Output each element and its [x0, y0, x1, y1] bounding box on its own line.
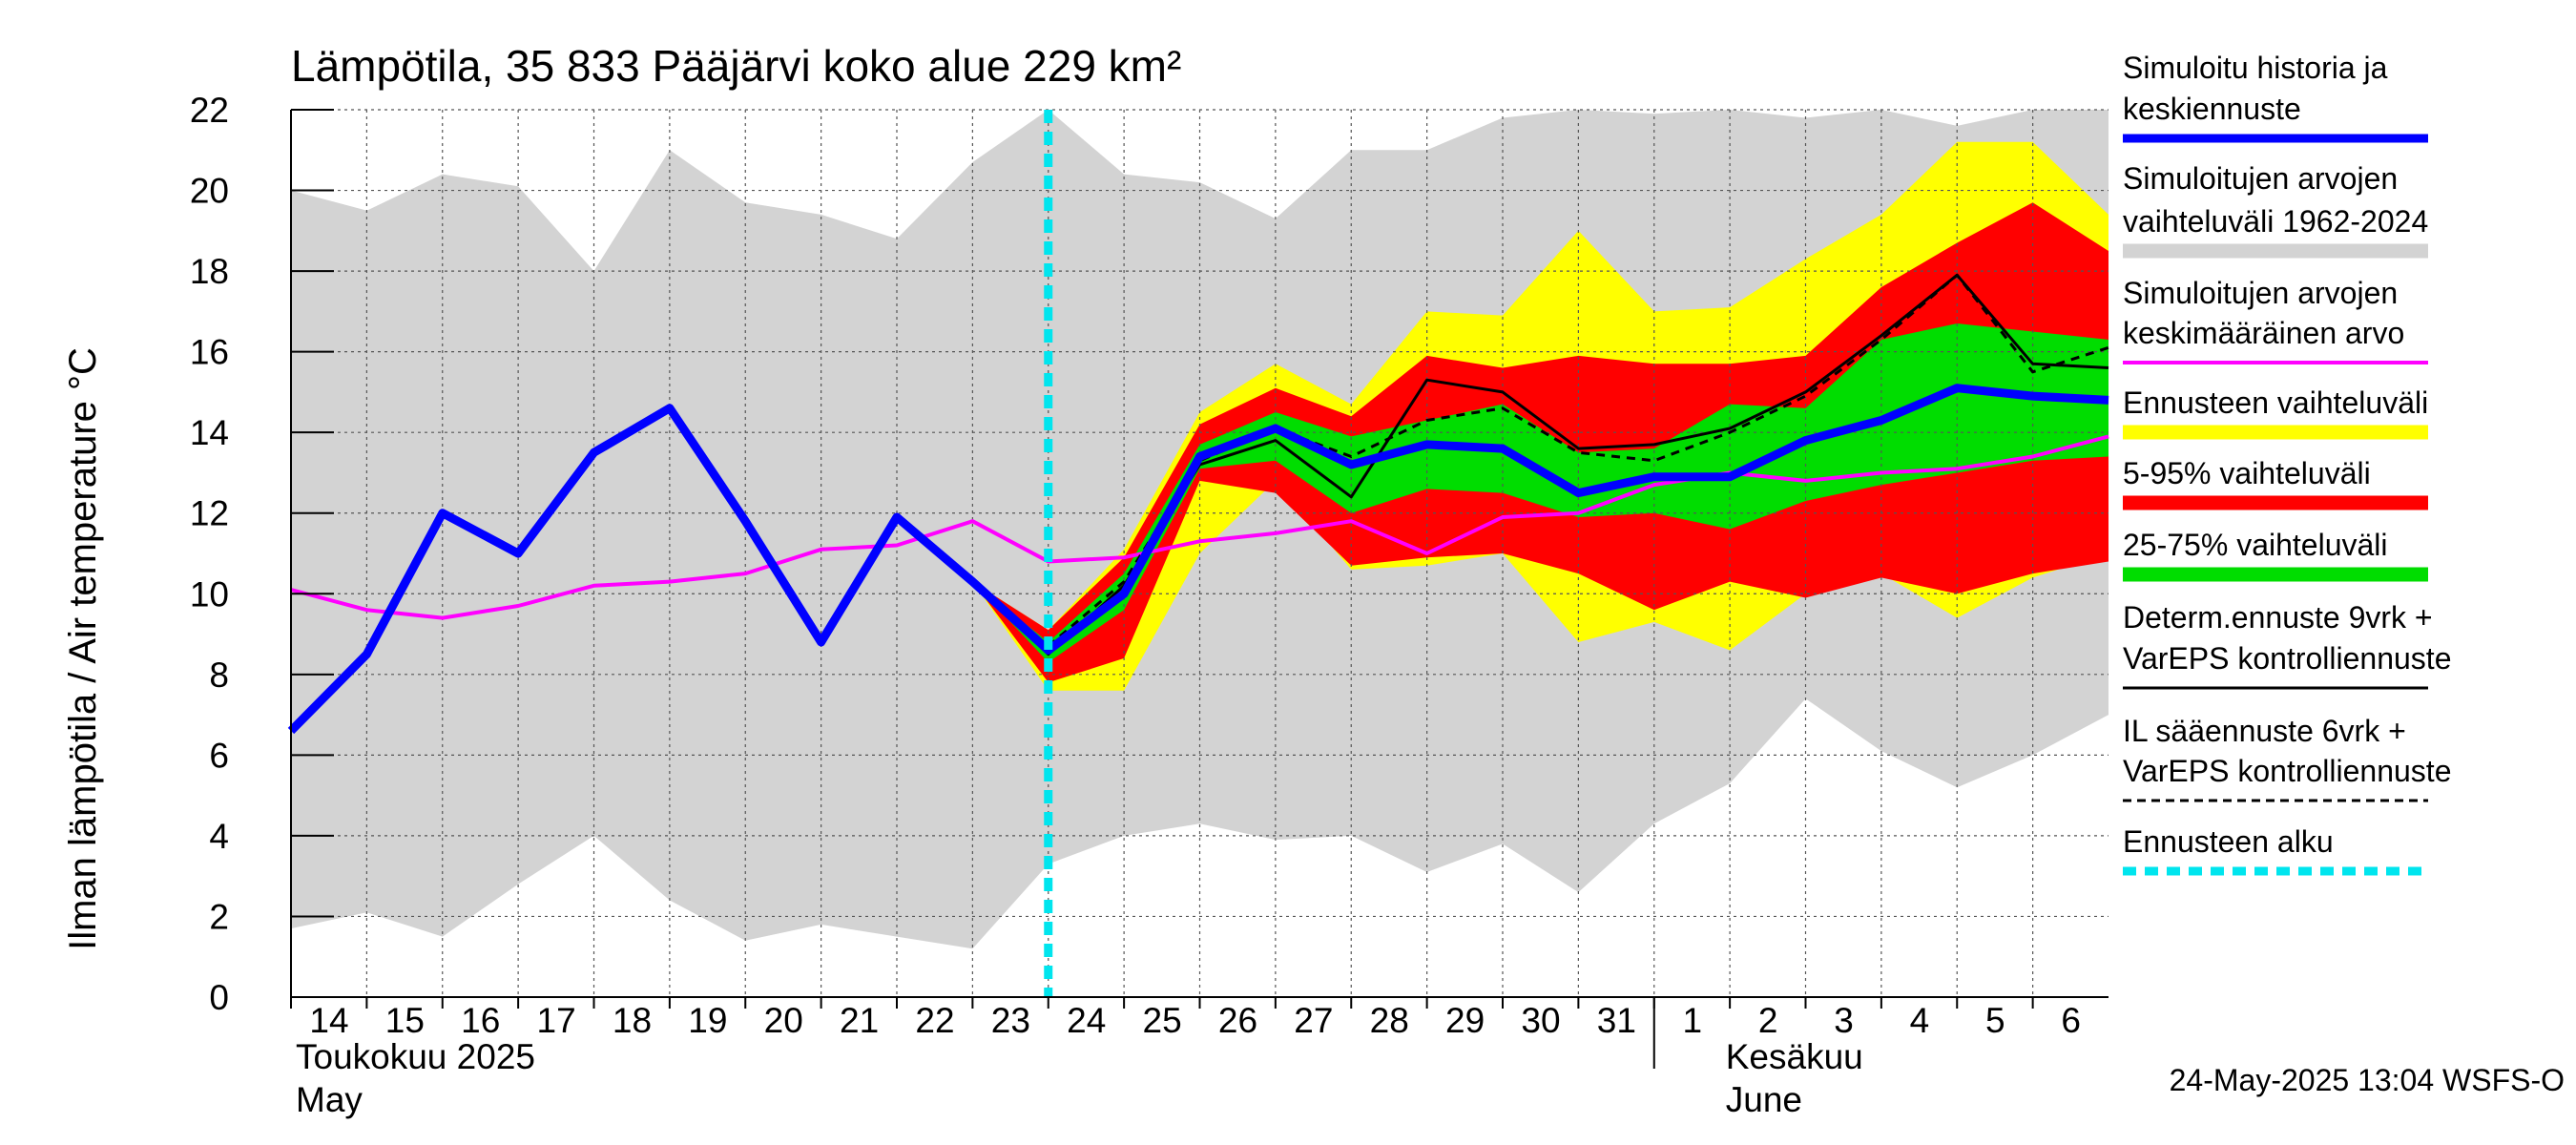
x-tick-label: 28: [1370, 1001, 1409, 1040]
month-label: Kesäkuu: [1726, 1037, 1863, 1076]
y-axis-label: Ilman lämpötila / Air temperature °C: [62, 347, 104, 950]
y-tick-label: 22: [190, 91, 229, 130]
month-label-english: June: [1726, 1080, 1802, 1119]
y-tick-label: 14: [190, 413, 229, 452]
legend-label-ennusteen-vaihteluv-li: Ennusteen vaihteluväli: [2123, 385, 2428, 420]
x-tick-label: 26: [1218, 1001, 1257, 1040]
band-p25-75: [972, 323, 2109, 663]
x-tick-label: 29: [1445, 1001, 1485, 1040]
x-tick-label: 21: [840, 1001, 879, 1040]
x-tick-label: 17: [537, 1001, 576, 1040]
x-tick-label: 14: [309, 1001, 348, 1040]
y-tick-label: 18: [190, 252, 229, 291]
x-tick-label: 15: [385, 1001, 425, 1040]
legend-label-simuloitu-historia-ja: Simuloitu historia ja: [2123, 51, 2388, 85]
x-tick-label: 2: [1758, 1001, 1778, 1040]
x-tick-label: 30: [1521, 1001, 1560, 1040]
legend-label-simuloitujen-arvojen: Simuloitujen arvojen: [2123, 161, 2398, 196]
x-tick-label: 20: [764, 1001, 803, 1040]
x-tick-label: 22: [915, 1001, 954, 1040]
chart-title: Lämpötila, 35 833 Pääjärvi koko alue 229…: [291, 41, 1181, 91]
legend-label-ennusteen-alku: Ennusteen alku: [2123, 824, 2334, 859]
month-label: Toukokuu 2025: [296, 1037, 535, 1076]
y-tick-label: 12: [190, 494, 229, 533]
x-tick-label: 16: [461, 1001, 500, 1040]
legend-label-vareps-kontrolliennuste: VarEPS kontrolliennuste: [2123, 641, 2451, 676]
y-tick-label: 8: [209, 656, 229, 695]
x-tick-label: 4: [1910, 1001, 1930, 1040]
legend-label-simuloitujen-arvojen: Simuloitujen arvojen: [2123, 276, 2398, 310]
legend-label-determ-ennuste-9vrk: Determ.ennuste 9vrk +: [2123, 600, 2433, 635]
band-layer: [291, 110, 2109, 949]
y-tick-label: 4: [209, 817, 229, 856]
x-tick-label: 27: [1294, 1001, 1333, 1040]
legend-label-vaihteluv-li-1962-2024: vaihteluväli 1962-2024: [2123, 204, 2428, 239]
x-tick-label: 24: [1067, 1001, 1106, 1040]
x-tick-label: 19: [688, 1001, 727, 1040]
y-tick-label: 2: [209, 897, 229, 936]
legend-label-keskim-r-inen-arvo: keskimääräinen arvo: [2123, 316, 2404, 350]
y-tick-label: 16: [190, 333, 229, 372]
legend-label-keskiennuste: keskiennuste: [2123, 92, 2301, 126]
x-tick-label: 25: [1143, 1001, 1182, 1040]
legend: Simuloitu historia ja keskiennuste Simuloi…: [2123, 51, 2451, 876]
x-tick-label: 5: [1985, 1001, 2005, 1040]
x-tick-label: 18: [613, 1001, 652, 1040]
x-tick-label: 31: [1597, 1001, 1636, 1040]
x-tick-label: 6: [2061, 1001, 2081, 1040]
y-tick-label: 10: [190, 574, 229, 614]
legend-label-vareps-kontrolliennuste: VarEPS kontrolliennuste: [2123, 754, 2451, 788]
y-tick-label: 0: [209, 978, 229, 1017]
x-tick-label: 23: [991, 1001, 1030, 1040]
legend-label-5-95-vaihteluv-li: 5-95% vaihteluväli: [2123, 456, 2371, 490]
legend-label-il-s-ennuste-6vrk: IL sääennuste 6vrk +: [2123, 714, 2406, 748]
line-layer: [287, 110, 2109, 997]
series-sim-history: [287, 384, 2109, 735]
legend-label-25-75-vaihteluv-li: 25-75% vaihteluväli: [2123, 528, 2388, 562]
footer-timestamp: 24-May-2025 13:04 WSFS-O: [2170, 1063, 2565, 1097]
x-tick-label: 1: [1682, 1001, 1702, 1040]
series-hist-mean: [290, 434, 2109, 620]
y-tick-label: 20: [190, 172, 229, 211]
x-tick-label: 3: [1834, 1001, 1854, 1040]
y-tick-label: 6: [209, 736, 229, 775]
month-label-english: May: [296, 1080, 363, 1119]
